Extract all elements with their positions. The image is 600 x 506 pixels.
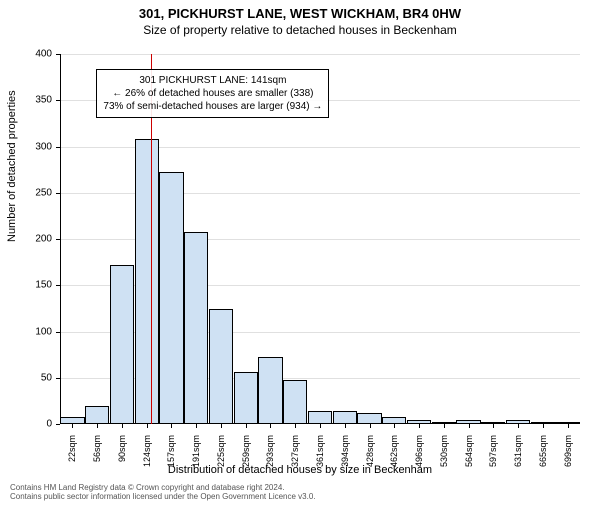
histogram-bar: [184, 232, 208, 424]
xtick-mark: [171, 424, 172, 428]
xtick-label: 124sqm: [142, 435, 152, 475]
histogram-bar: [308, 411, 332, 424]
xtick-mark: [469, 424, 470, 428]
y-axis-label: Number of detached properties: [6, 90, 18, 242]
xtick-label: 225sqm: [216, 435, 226, 475]
histogram-bar: [60, 417, 84, 424]
ytick-label: 400: [22, 49, 52, 60]
footer-attribution: Contains HM Land Registry data © Crown c…: [10, 483, 316, 502]
xtick-mark: [419, 424, 420, 428]
xtick-label: 530sqm: [439, 435, 449, 475]
xtick-label: 327sqm: [290, 435, 300, 475]
xtick-mark: [72, 424, 73, 428]
xtick-label: 428sqm: [365, 435, 375, 475]
xtick-mark: [122, 424, 123, 428]
xtick-label: 56sqm: [92, 435, 102, 475]
histogram-bar: [382, 417, 406, 424]
annotation-line3: 73% of semi-detached houses are larger (…: [103, 100, 322, 113]
xtick-label: 22sqm: [67, 435, 77, 475]
xtick-label: 361sqm: [315, 435, 325, 475]
ytick-label: 100: [22, 326, 52, 337]
histogram-bar: [110, 265, 134, 424]
histogram-bar: [209, 309, 233, 424]
ytick-label: 250: [22, 187, 52, 198]
ytick-label: 350: [22, 95, 52, 106]
chart-title-sub: Size of property relative to detached ho…: [0, 23, 600, 37]
xtick-label: 699sqm: [563, 435, 573, 475]
xtick-label: 259sqm: [241, 435, 251, 475]
x-axis-label: Distribution of detached houses by size …: [0, 464, 600, 476]
xtick-mark: [196, 424, 197, 428]
xtick-label: 394sqm: [340, 435, 350, 475]
footer-line2: Contains public sector information licen…: [10, 492, 316, 502]
xtick-label: 631sqm: [513, 435, 523, 475]
ytick-label: 50: [22, 372, 52, 383]
histogram-bar: [234, 372, 258, 424]
xtick-label: 293sqm: [265, 435, 275, 475]
xtick-label: 191sqm: [191, 435, 201, 475]
ytick-label: 300: [22, 141, 52, 152]
xtick-mark: [345, 424, 346, 428]
xtick-mark: [394, 424, 395, 428]
xtick-label: 90sqm: [117, 435, 127, 475]
xtick-mark: [320, 424, 321, 428]
histogram-bar: [283, 380, 307, 424]
y-axis-line: [60, 54, 61, 424]
chart-title-main: 301, PICKHURST LANE, WEST WICKHAM, BR4 0…: [0, 6, 600, 21]
annotation-line1: 301 PICKHURST LANE: 141sqm: [103, 74, 322, 87]
xtick-mark: [568, 424, 569, 428]
xtick-label: 564sqm: [464, 435, 474, 475]
ytick-label: 200: [22, 234, 52, 245]
histogram-bar: [333, 411, 357, 424]
xtick-label: 157sqm: [166, 435, 176, 475]
xtick-mark: [221, 424, 222, 428]
xtick-mark: [295, 424, 296, 428]
ytick-mark: [56, 424, 60, 425]
ytick-label: 150: [22, 280, 52, 291]
xtick-label: 496sqm: [414, 435, 424, 475]
histogram-bar: [159, 172, 183, 424]
annotation-line2: ← 26% of detached houses are smaller (33…: [103, 87, 322, 100]
xtick-mark: [444, 424, 445, 428]
xtick-label: 597sqm: [488, 435, 498, 475]
xtick-mark: [97, 424, 98, 428]
xtick-mark: [370, 424, 371, 428]
xtick-mark: [147, 424, 148, 428]
xtick-mark: [543, 424, 544, 428]
xtick-label: 665sqm: [538, 435, 548, 475]
ytick-label: 0: [22, 419, 52, 430]
histogram-bar: [258, 357, 282, 424]
xtick-mark: [246, 424, 247, 428]
xtick-mark: [270, 424, 271, 428]
gridline-h: [60, 54, 580, 55]
xtick-mark: [493, 424, 494, 428]
plot-area: 301 PICKHURST LANE: 141sqm← 26% of detac…: [60, 54, 580, 424]
histogram-bar: [135, 139, 159, 424]
histogram-bar: [357, 413, 381, 424]
xtick-label: 462sqm: [389, 435, 399, 475]
annotation-box: 301 PICKHURST LANE: 141sqm← 26% of detac…: [96, 69, 329, 118]
footer-line1: Contains HM Land Registry data © Crown c…: [10, 483, 316, 493]
histogram-bar: [85, 406, 109, 425]
xtick-mark: [518, 424, 519, 428]
